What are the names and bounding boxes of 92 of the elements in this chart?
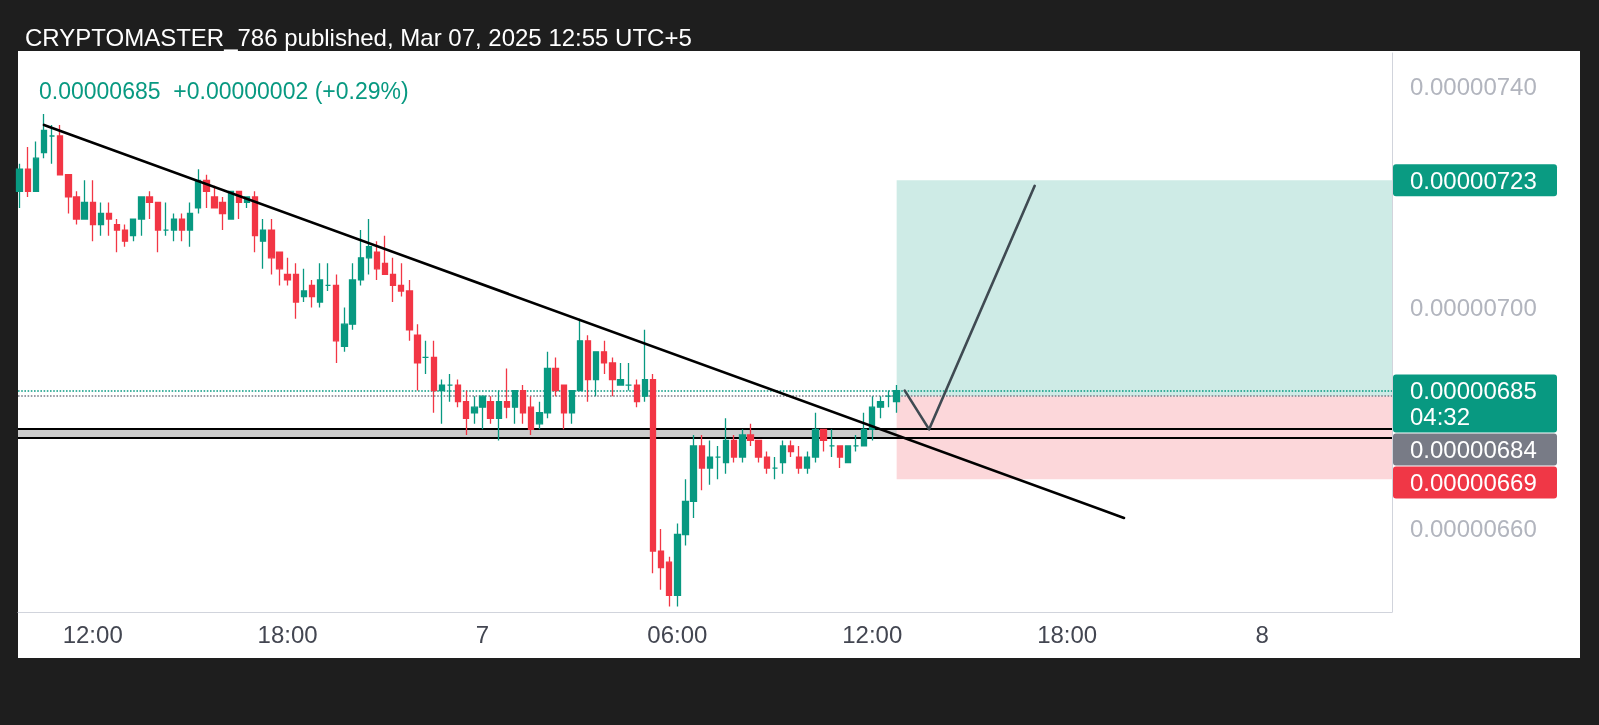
- candlestick: [771, 456, 779, 480]
- candlestick: [186, 201, 194, 248]
- candlestick: [698, 434, 706, 491]
- candlestick: [584, 334, 592, 403]
- candlestick: [300, 268, 308, 303]
- y-tick-label: 0.00000740: [1410, 72, 1537, 100]
- candlestick: [836, 445, 844, 469]
- candlestick: [706, 439, 714, 486]
- x-tick-label: 18:00: [1037, 620, 1098, 648]
- x-tick-label: 7: [475, 620, 490, 648]
- ref-line-label: 0.00000684: [1410, 436, 1537, 464]
- candlestick: [80, 179, 89, 220]
- candlestick: [56, 124, 64, 176]
- candlestick: [324, 262, 332, 292]
- x-tick-label: 12:00: [842, 620, 903, 648]
- candlestick: [129, 218, 137, 242]
- candlestick: [819, 428, 828, 453]
- candlestick: [251, 190, 259, 253]
- candlestick: [600, 340, 608, 375]
- text: 0.00000685 +0.00000002 (+0.29%): [39, 77, 409, 104]
- candlestick: [397, 262, 405, 298]
- candlestick: [454, 378, 462, 408]
- candlestick: [860, 412, 868, 447]
- candlestick: [413, 323, 422, 392]
- candlestick: [405, 279, 414, 342]
- candlestick: [852, 434, 860, 453]
- candlestick: [421, 340, 430, 375]
- candlestick: [259, 218, 267, 270]
- candlestick: [608, 356, 617, 397]
- candlestick: [527, 395, 535, 436]
- candlestick: [145, 190, 154, 220]
- candlestick: [357, 229, 365, 287]
- candlestick: [803, 450, 811, 475]
- band-label: 0.00000669: [1410, 469, 1537, 497]
- candlestick: [828, 428, 836, 458]
- y-tick-label: 0.00000660: [1410, 515, 1537, 543]
- candlestick: [194, 168, 202, 215]
- x-tick-label: 8: [1255, 620, 1269, 648]
- candlestick: [844, 445, 852, 464]
- candlestick: [657, 528, 665, 591]
- candlestick: [503, 367, 511, 419]
- candlestick: [795, 445, 803, 475]
- candlestick: [486, 395, 495, 425]
- candlestick: [787, 439, 795, 458]
- candlestick: [649, 373, 657, 574]
- candlestick: [373, 240, 381, 281]
- candlestick: [332, 273, 340, 364]
- candlestick: [121, 223, 129, 248]
- x-tick-label: 12:00: [62, 620, 123, 648]
- candlestick: [722, 417, 730, 475]
- candlestick: [154, 201, 162, 253]
- candlestick: [665, 556, 673, 608]
- candlestick: [633, 378, 641, 408]
- x-tick-label: 18:00: [257, 620, 318, 648]
- ref-line-label: 0.00000685 04:32: [1410, 377, 1537, 431]
- x-tick-label: 06:00: [647, 620, 708, 648]
- candlestick: [97, 201, 105, 237]
- y-tick-label: 0.00000700: [1410, 294, 1537, 322]
- chart-title: CRYPTOMASTER_786 published, Mar 07, 2025 12:55 UTC+5: [25, 23, 692, 51]
- candlestick: [730, 434, 738, 464]
- candlestick: [113, 218, 121, 253]
- candlestick: [105, 201, 113, 237]
- candlestick: [170, 212, 178, 242]
- candlestick: [462, 389, 470, 436]
- candlestick: [24, 146, 32, 198]
- candlestick: [876, 395, 885, 419]
- candlestick: [89, 179, 97, 242]
- candlestick: [811, 412, 820, 464]
- candlestick: [714, 445, 722, 480]
- candlestick: [430, 340, 438, 414]
- candlestick: [551, 356, 560, 397]
- candlestick: [48, 124, 56, 165]
- candlestick: [15, 163, 24, 209]
- candlestick: [308, 279, 316, 309]
- band-label: 0.00000723: [1410, 166, 1537, 194]
- candlestick: [779, 439, 787, 475]
- candlestick: [381, 234, 389, 276]
- candlestick: [316, 262, 324, 309]
- candlestick: [365, 218, 373, 276]
- candlestick: [389, 257, 397, 303]
- candlestick: [738, 428, 747, 464]
- candlestick: [32, 140, 40, 193]
- candlestick: [616, 362, 625, 386]
- candlestick: [292, 262, 300, 320]
- candlestick: [283, 257, 292, 287]
- candlestick: [519, 384, 527, 425]
- candlestick: [178, 212, 186, 242]
- candlestick: [560, 384, 568, 431]
- candlestick: [137, 196, 146, 237]
- candlestick: [40, 113, 48, 159]
- candlestick: [162, 201, 170, 237]
- candlestick: [763, 450, 771, 475]
